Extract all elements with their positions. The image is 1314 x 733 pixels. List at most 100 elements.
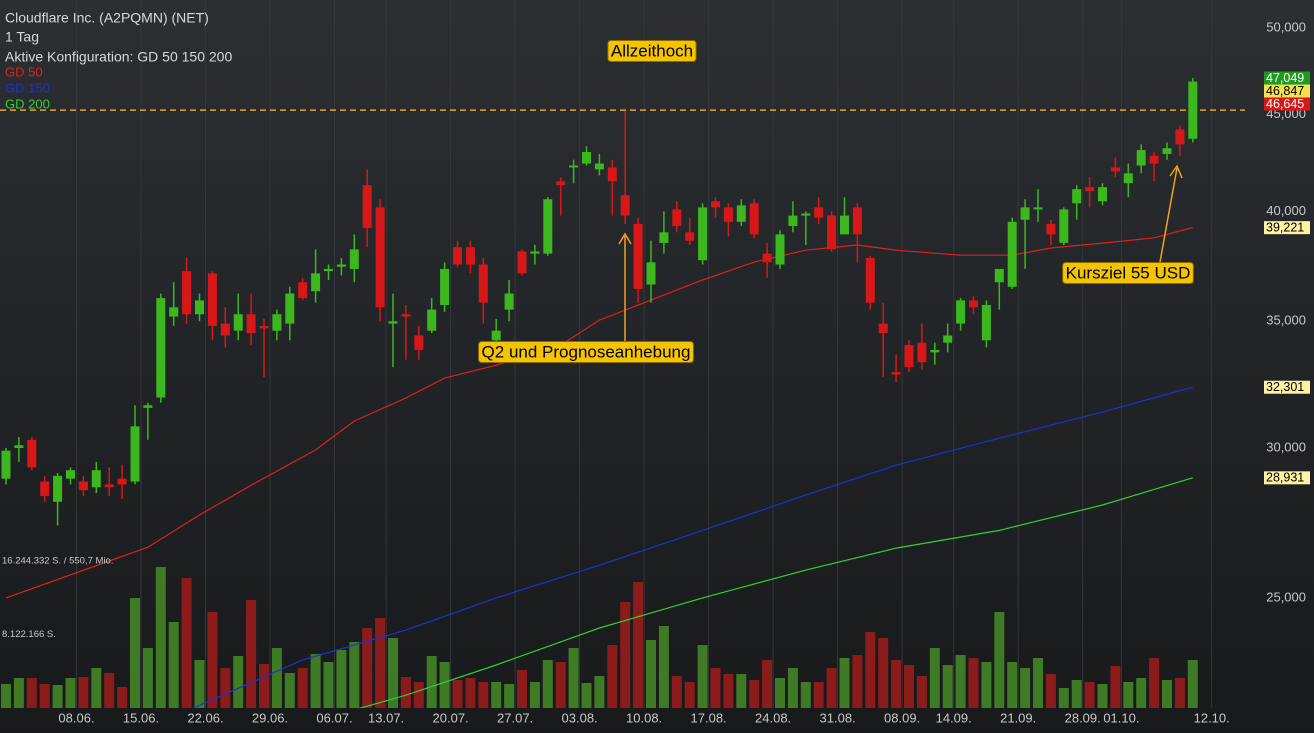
moving-average xyxy=(358,477,1193,708)
volume-bar xyxy=(78,677,89,708)
volume-bar xyxy=(736,674,747,708)
x-tick-label: 27.07. xyxy=(497,710,533,725)
candle-body xyxy=(362,185,372,229)
volume-bar xyxy=(775,678,785,708)
volume-bar xyxy=(259,664,269,708)
candle-body xyxy=(1033,207,1043,210)
volume-bar xyxy=(581,683,592,708)
candle-body xyxy=(1098,187,1107,202)
candle-body xyxy=(646,262,656,285)
y-tick-label: 25,000 xyxy=(1266,589,1306,604)
volume-bar xyxy=(413,682,424,708)
candle-body xyxy=(723,207,733,222)
candle-body xyxy=(1136,150,1146,166)
annotation-text: Kursziel 55 USD xyxy=(1066,263,1191,282)
volume-bar xyxy=(1020,668,1031,708)
candle-body xyxy=(827,215,837,250)
volume-bar xyxy=(52,685,63,708)
x-tick-label: 01.10. xyxy=(1103,710,1139,725)
volume-bar xyxy=(981,662,992,708)
volume-bar xyxy=(323,662,334,708)
volume-bar xyxy=(13,678,24,708)
candle-body xyxy=(259,325,269,329)
candle-body xyxy=(736,205,746,222)
y-tick-label: 40,000 xyxy=(1266,203,1306,218)
price-label: 32,301 xyxy=(1266,380,1304,394)
candle-body xyxy=(311,273,321,292)
volume-bar xyxy=(878,638,889,708)
candle-body xyxy=(478,264,488,303)
x-tick-label: 21.09. xyxy=(1000,710,1036,725)
volume-bar xyxy=(297,668,308,708)
candle-body xyxy=(1085,187,1095,192)
candle-body xyxy=(607,167,617,182)
volume-bar xyxy=(362,628,373,708)
volume-bar xyxy=(620,602,631,708)
candle-body xyxy=(943,335,953,343)
candle-body xyxy=(427,309,437,331)
volume-bar xyxy=(452,680,463,708)
price-label-box xyxy=(1264,471,1310,485)
volume-bar xyxy=(684,682,695,708)
candle-body xyxy=(698,207,708,261)
volume-bar xyxy=(194,660,205,708)
volume-bar xyxy=(439,662,450,708)
volume-bar xyxy=(787,668,798,708)
candle-body xyxy=(220,323,230,336)
volume-bar xyxy=(1,684,11,708)
candle-body xyxy=(788,215,798,226)
volume-bar xyxy=(517,670,527,708)
volume-bar xyxy=(942,665,953,708)
price-label: 46,645 xyxy=(1266,97,1304,111)
candle-body xyxy=(246,314,256,334)
volume-bar xyxy=(1110,666,1121,708)
volume-bar xyxy=(91,668,102,708)
candle-body xyxy=(1007,221,1017,287)
x-tick-label: 06.07. xyxy=(316,710,352,725)
legend-entry: GD 150 xyxy=(5,80,50,95)
arrow xyxy=(1159,167,1178,263)
volume-bar xyxy=(955,655,966,708)
volume-bar xyxy=(117,687,128,708)
annotation-box xyxy=(1062,261,1194,284)
volume-bar xyxy=(1033,658,1043,708)
candle-body xyxy=(27,439,37,468)
volume-bar xyxy=(400,677,411,708)
candle-body xyxy=(336,264,346,267)
volume-bar xyxy=(697,645,708,708)
candle-body xyxy=(491,330,501,341)
volume-bar xyxy=(555,662,566,708)
candle-body xyxy=(930,349,940,353)
candle-body xyxy=(14,445,24,448)
x-tick-label: 10.08. xyxy=(626,710,662,725)
volume-bar xyxy=(1097,684,1108,708)
moving-average xyxy=(191,386,1193,708)
candle-body xyxy=(1046,223,1056,235)
volume-bar xyxy=(284,673,295,708)
candle-body xyxy=(156,298,166,398)
x-tick-label: 14.09. xyxy=(936,710,972,725)
candle-body xyxy=(53,475,63,502)
candle-body xyxy=(633,223,643,290)
candle-body xyxy=(1123,173,1133,184)
annotation: Q2 und Prognoseanhebung xyxy=(478,340,694,363)
volume-bar xyxy=(762,660,773,708)
candle-body xyxy=(169,307,179,317)
volume-bar xyxy=(529,682,540,708)
candle-body xyxy=(969,300,978,308)
volume-bar xyxy=(646,640,656,708)
candle-body xyxy=(78,481,88,491)
legend-entry: GD 200 xyxy=(5,96,50,111)
volume-bar xyxy=(852,655,863,708)
volume-bar xyxy=(504,684,515,708)
candle-body xyxy=(91,470,101,488)
candle-body xyxy=(66,470,75,479)
volume-bar xyxy=(542,660,553,708)
x-tick-label: 28.09. xyxy=(1065,710,1101,725)
candle-body xyxy=(594,163,604,170)
volume-bar xyxy=(65,678,76,708)
volume-bar xyxy=(800,682,811,708)
price-label: 28,931 xyxy=(1266,471,1304,485)
